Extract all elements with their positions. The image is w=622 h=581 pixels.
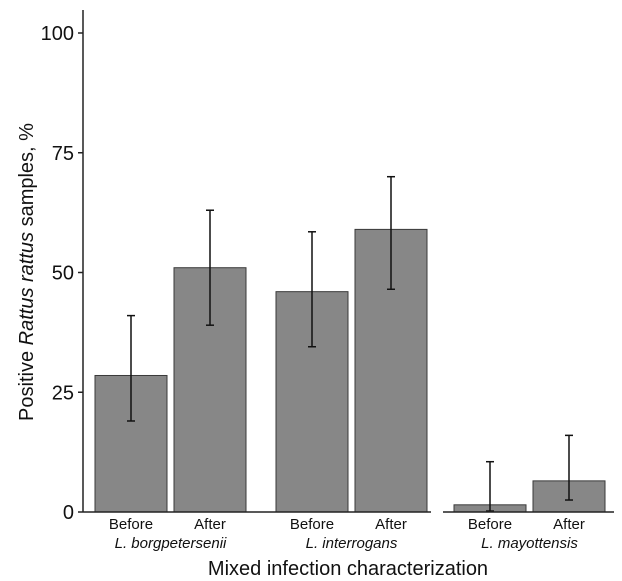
x-axis-title: Mixed infection characterization [208,558,488,580]
x-category-label: Before [468,516,512,533]
y-axis-title-part: samples, % [16,123,38,232]
x-group-species-label: L. mayottensis [481,535,578,552]
y-axis-title-part: Positive [16,345,38,421]
y-axis-title-part: Rattus rattus [16,232,38,345]
bars [94,228,606,513]
y-tick-label: 25 [52,382,74,404]
x-category-label: Before [109,516,153,533]
y-tick-label: 0 [63,502,74,524]
y-tick-label: 75 [52,143,74,165]
error-bars [127,175,573,512]
x-category-label: After [375,516,407,533]
x-category-label: Before [290,516,334,533]
y-tick-label: 50 [52,263,74,285]
x-category-label: After [553,516,585,533]
x-axis: Before After L. borgpetersenii Before After L… [83,511,614,552]
y-axis-title: Positive Rattus rattus samples, % [16,123,38,421]
x-category-label: After [194,516,226,533]
x-group-species-label: L. interrogans [306,535,398,552]
x-group-species-label: L. borgpetersenii [115,535,227,552]
y-tick-label: 100 [41,23,74,45]
y-axis: 0 25 50 75 100 [41,10,84,524]
